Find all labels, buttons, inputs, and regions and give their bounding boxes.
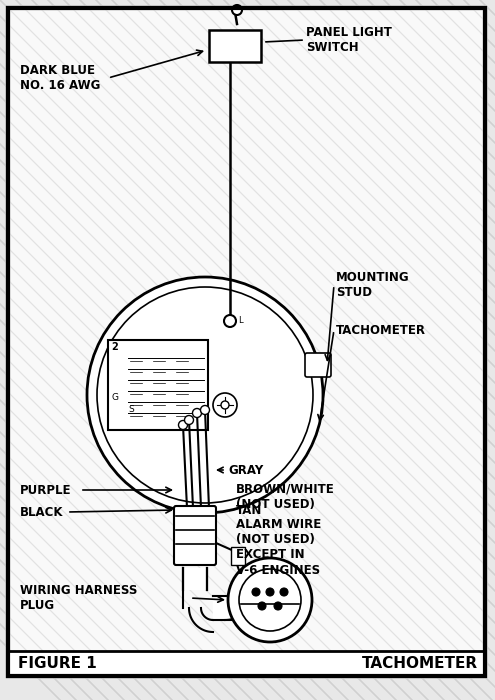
- Text: TAN
ALARM WIRE
(NOT USED)
EXCEPT IN
V-6 ENGINES: TAN ALARM WIRE (NOT USED) EXCEPT IN V-6 …: [236, 503, 321, 577]
- Text: PURPLE: PURPLE: [20, 484, 71, 496]
- Circle shape: [200, 405, 209, 414]
- Text: DARK BLUE
NO. 16 AWG: DARK BLUE NO. 16 AWG: [20, 64, 100, 92]
- Circle shape: [185, 416, 194, 424]
- Bar: [9, 651, 484, 674]
- Bar: [183, 568, 207, 590]
- Bar: [231, 547, 245, 565]
- Circle shape: [213, 393, 237, 417]
- Text: WIRING HARNESS
PLUG: WIRING HARNESS PLUG: [20, 584, 138, 612]
- Circle shape: [266, 588, 274, 596]
- Text: TACHOMETER: TACHOMETER: [336, 323, 426, 337]
- Text: G: G: [111, 393, 118, 402]
- Circle shape: [97, 287, 313, 503]
- Circle shape: [87, 277, 323, 513]
- FancyBboxPatch shape: [174, 506, 216, 565]
- Bar: [209, 30, 261, 62]
- Circle shape: [179, 421, 188, 430]
- Circle shape: [239, 569, 301, 631]
- Text: FIGURE 1: FIGURE 1: [18, 657, 97, 671]
- Circle shape: [274, 602, 282, 610]
- Circle shape: [280, 588, 288, 596]
- Text: 2: 2: [111, 342, 118, 352]
- Circle shape: [228, 558, 312, 642]
- Circle shape: [232, 5, 242, 15]
- Text: PANEL LIGHT
SWITCH: PANEL LIGHT SWITCH: [306, 26, 392, 54]
- Circle shape: [252, 588, 260, 596]
- Circle shape: [258, 602, 266, 610]
- Text: GRAY: GRAY: [228, 463, 263, 477]
- Text: TACHOMETER: TACHOMETER: [362, 657, 478, 671]
- Text: BROWN/WHITE
(NOT USED): BROWN/WHITE (NOT USED): [236, 483, 335, 511]
- Circle shape: [193, 409, 201, 417]
- Text: L: L: [238, 316, 243, 325]
- Text: S: S: [128, 405, 134, 414]
- Bar: [108, 340, 208, 430]
- Text: MOUNTING
STUD: MOUNTING STUD: [336, 271, 410, 299]
- Text: BLACK: BLACK: [20, 505, 63, 519]
- Circle shape: [221, 401, 229, 409]
- Circle shape: [224, 315, 236, 327]
- FancyBboxPatch shape: [305, 353, 331, 377]
